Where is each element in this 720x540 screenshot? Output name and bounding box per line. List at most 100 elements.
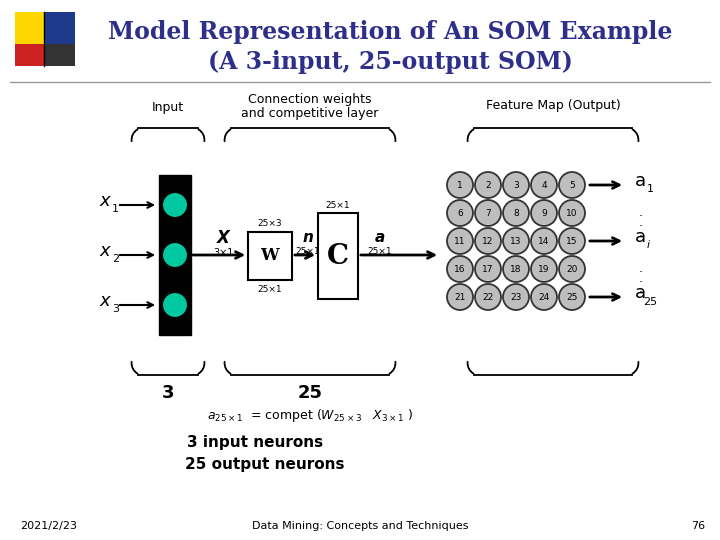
Text: a: a: [635, 228, 646, 246]
Text: n: n: [302, 230, 313, 245]
Circle shape: [559, 256, 585, 282]
Text: 3 input neurons: 3 input neurons: [187, 435, 323, 450]
Text: 25: 25: [297, 384, 323, 402]
Text: i: i: [647, 240, 650, 250]
Text: 2021/2/23: 2021/2/23: [20, 521, 77, 531]
Text: 22: 22: [482, 293, 494, 301]
Text: 13: 13: [510, 237, 522, 246]
Circle shape: [475, 256, 501, 282]
Text: 5: 5: [569, 180, 575, 190]
Text: $a_{25\times1}$  = compet ($W_{25\times3}$   $X_{3\times1}$ ): $a_{25\times1}$ = compet ($W_{25\times3}…: [207, 407, 413, 423]
Text: 1: 1: [457, 180, 463, 190]
Circle shape: [531, 228, 557, 254]
Text: Feature Map (Output): Feature Map (Output): [485, 99, 621, 112]
Text: 25: 25: [567, 293, 577, 301]
Text: a: a: [375, 231, 385, 246]
Text: 6: 6: [457, 208, 463, 218]
Text: 2: 2: [112, 254, 119, 264]
Text: 19: 19: [539, 265, 550, 273]
Circle shape: [559, 172, 585, 198]
Text: 25: 25: [643, 297, 657, 307]
Text: 12: 12: [482, 237, 494, 246]
Circle shape: [531, 172, 557, 198]
Text: 8: 8: [513, 208, 519, 218]
Circle shape: [503, 256, 529, 282]
Text: and competitive layer: and competitive layer: [241, 107, 379, 120]
Circle shape: [447, 284, 473, 310]
Text: 21: 21: [454, 293, 466, 301]
Text: 1: 1: [647, 184, 654, 194]
Text: W: W: [261, 247, 279, 265]
Text: .: .: [639, 273, 643, 286]
Text: C: C: [327, 242, 349, 269]
Text: 3: 3: [112, 304, 119, 314]
Text: x: x: [99, 292, 110, 310]
Text: 25×3: 25×3: [258, 219, 282, 228]
Text: x: x: [99, 242, 110, 260]
Text: 3×1: 3×1: [213, 248, 233, 258]
Text: 16: 16: [454, 265, 466, 273]
Text: 4: 4: [541, 180, 546, 190]
Circle shape: [475, 200, 501, 226]
Circle shape: [503, 200, 529, 226]
Text: 15: 15: [566, 237, 577, 246]
Circle shape: [162, 292, 188, 318]
Circle shape: [503, 284, 529, 310]
Text: Connection weights: Connection weights: [248, 93, 372, 106]
Text: 2: 2: [485, 180, 491, 190]
Text: 11: 11: [454, 237, 466, 246]
Text: 25×1: 25×1: [368, 247, 392, 256]
Text: Model Representation of An SOM Example: Model Representation of An SOM Example: [108, 20, 672, 44]
Bar: [159, 175, 191, 335]
Text: (A 3-input, 25-output SOM): (A 3-input, 25-output SOM): [207, 50, 572, 74]
Text: 25×1: 25×1: [258, 286, 282, 294]
Text: 24: 24: [539, 293, 549, 301]
Circle shape: [531, 284, 557, 310]
Text: 23: 23: [510, 293, 522, 301]
Bar: [15, 44, 45, 66]
Text: 25×1: 25×1: [325, 200, 351, 210]
Text: .: .: [639, 282, 643, 295]
Circle shape: [559, 200, 585, 226]
Circle shape: [162, 192, 188, 218]
Text: .: .: [639, 262, 643, 275]
Text: 18: 18: [510, 265, 522, 273]
Text: 76: 76: [691, 521, 705, 531]
Text: 10: 10: [566, 208, 577, 218]
Text: 25×1: 25×1: [296, 246, 320, 255]
Circle shape: [475, 284, 501, 310]
Text: a: a: [635, 172, 646, 190]
Circle shape: [503, 228, 529, 254]
Circle shape: [503, 172, 529, 198]
Text: 9: 9: [541, 208, 547, 218]
Text: 20: 20: [567, 265, 577, 273]
Text: x: x: [99, 192, 110, 210]
Text: 7: 7: [485, 208, 491, 218]
Text: a: a: [635, 284, 646, 302]
Circle shape: [162, 242, 188, 268]
Text: 17: 17: [482, 265, 494, 273]
Circle shape: [531, 256, 557, 282]
Circle shape: [475, 228, 501, 254]
Text: 14: 14: [539, 237, 549, 246]
Text: .: .: [639, 217, 643, 230]
Circle shape: [559, 284, 585, 310]
Circle shape: [447, 172, 473, 198]
Text: .: .: [639, 206, 643, 219]
Bar: [45, 44, 75, 66]
Text: 3: 3: [513, 180, 519, 190]
Bar: [15, 12, 45, 44]
Circle shape: [447, 256, 473, 282]
Circle shape: [447, 228, 473, 254]
Text: Data Mining: Concepts and Techniques: Data Mining: Concepts and Techniques: [252, 521, 468, 531]
Circle shape: [531, 200, 557, 226]
Text: 3: 3: [162, 384, 174, 402]
Text: 1: 1: [112, 204, 119, 214]
Text: .: .: [639, 226, 643, 240]
Text: 25 output neurons: 25 output neurons: [185, 457, 345, 472]
Bar: [248, 232, 292, 280]
Text: Input: Input: [152, 102, 184, 114]
Bar: [318, 213, 358, 299]
Circle shape: [447, 200, 473, 226]
Bar: [45, 12, 75, 44]
